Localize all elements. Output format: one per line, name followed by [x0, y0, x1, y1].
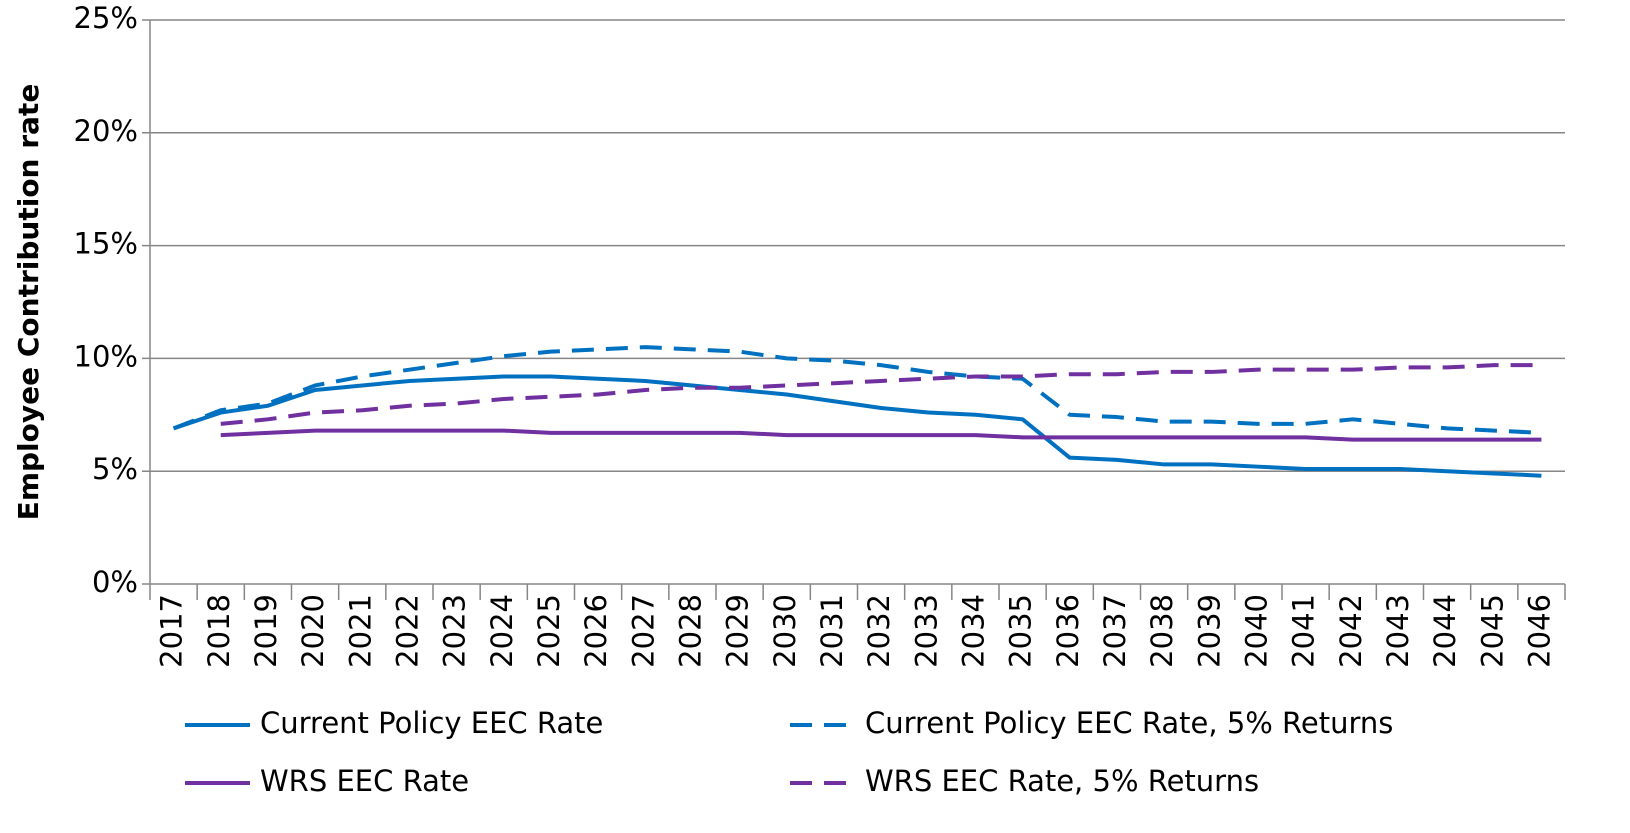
x-tick-label: 2037	[1098, 594, 1132, 668]
x-tick-label: 2035	[1004, 594, 1038, 668]
x-tick-label: 2018	[202, 594, 236, 668]
y-tick-label: 0%	[92, 565, 138, 599]
x-tick-label: 2023	[438, 594, 472, 668]
series-line	[220, 428, 1542, 442]
x-tick-label: 2038	[1145, 594, 1179, 668]
x-tick-label: 2020	[296, 594, 330, 668]
x-tick-label: 2039	[1192, 594, 1226, 668]
y-tick-label: 10%	[74, 339, 138, 373]
y-tick-label: 5%	[92, 452, 138, 486]
x-tick-label: 2043	[1381, 594, 1415, 668]
x-tick-label: 2044	[1428, 594, 1462, 668]
x-tick-label: 2024	[485, 594, 519, 668]
x-tick-label: 2026	[579, 594, 613, 668]
x-tick-label: 2025	[532, 594, 566, 668]
x-tick-label: 2041	[1287, 594, 1321, 668]
x-tick-label: 2040	[1239, 594, 1273, 668]
x-tick-label: 2017	[155, 594, 189, 668]
series-line	[220, 363, 1542, 426]
y-axis-label: Employee Contribution rate	[12, 84, 45, 521]
x-tick-label: 2046	[1522, 594, 1556, 668]
legend-label: WRS EEC Rate	[260, 764, 469, 798]
x-tick-label: 2021	[343, 594, 377, 668]
x-tick-label: 2029	[721, 594, 755, 668]
y-tick-label: 20%	[74, 114, 138, 148]
x-tick-label: 2032	[862, 594, 896, 668]
y-tick-label: 15%	[74, 227, 138, 261]
x-tick-label: 2022	[390, 594, 424, 668]
x-tick-label: 2031	[815, 594, 849, 668]
x-tick-label: 2042	[1334, 594, 1368, 668]
x-tick-label: 2019	[249, 594, 283, 668]
x-tick-label: 2034	[956, 594, 990, 668]
x-tick-label: 2028	[673, 594, 707, 668]
series-line	[172, 374, 1542, 478]
x-tick-label: 2027	[626, 594, 660, 668]
x-tick-label: 2033	[909, 594, 943, 668]
legend-label: Current Policy EEC Rate	[260, 706, 603, 740]
legend-label: WRS EEC Rate, 5% Returns	[865, 764, 1259, 798]
x-tick-label: 2036	[1051, 594, 1085, 668]
y-tick-label: 25%	[74, 1, 138, 35]
series-line	[172, 345, 1542, 435]
x-tick-label: 2045	[1475, 594, 1509, 668]
legend-label: Current Policy EEC Rate, 5% Returns	[865, 706, 1393, 740]
x-tick-label: 2030	[768, 594, 802, 668]
